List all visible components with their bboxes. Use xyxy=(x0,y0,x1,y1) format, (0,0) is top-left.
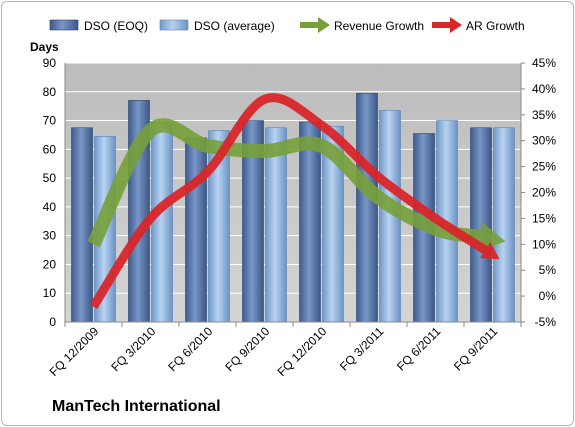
legend-label: Revenue Growth xyxy=(334,19,424,33)
legend-swatch xyxy=(159,19,189,31)
x-tick-label: FQ 3/2010 xyxy=(108,324,158,374)
legend-swatch xyxy=(49,19,79,31)
line-revenue-growth xyxy=(87,118,481,248)
y2-tick-label: 45% xyxy=(532,56,556,70)
bar xyxy=(356,92,378,323)
y2-tick-label: 10% xyxy=(532,237,556,251)
legend-label: DSO (average) xyxy=(194,19,275,33)
y2-tick-label: 40% xyxy=(532,82,556,96)
x-tick-label: FQ 6/2010 xyxy=(165,324,215,374)
legend-arrowhead xyxy=(450,17,462,33)
y2-tick-label: 0% xyxy=(539,289,557,303)
bar xyxy=(299,121,321,323)
x-tick-label: FQ 12/2009 xyxy=(47,324,102,379)
x-tick-label: FQ 9/2011 xyxy=(451,324,501,374)
legend-label: AR Growth xyxy=(466,19,525,33)
y-tick-label: 90 xyxy=(43,56,57,70)
y-tick-label: 80 xyxy=(43,85,57,99)
x-tick-label: FQ 6/2011 xyxy=(394,324,444,374)
line-ar-growth xyxy=(89,93,488,309)
y2-tick-label: 5% xyxy=(539,263,557,277)
bar xyxy=(71,127,93,323)
x-tick-label: FQ 12/2010 xyxy=(275,324,330,379)
y2-tick-label: 15% xyxy=(532,211,556,225)
y-tick-label: 10 xyxy=(43,286,57,300)
company-name: ManTech International xyxy=(52,398,221,415)
y-axis-title: Days xyxy=(30,40,59,54)
y2-tick-label: 35% xyxy=(532,108,556,122)
x-tick-label: FQ 3/2011 xyxy=(337,324,387,374)
y2-tick-label: 25% xyxy=(532,160,556,174)
bar xyxy=(151,123,173,323)
bar xyxy=(493,127,515,323)
y-tick-label: 40 xyxy=(43,200,57,214)
legend-label: DSO (EOQ) xyxy=(84,19,148,33)
bar xyxy=(185,137,207,323)
y-tick-label: 20 xyxy=(43,257,57,271)
y2-tick-label: 20% xyxy=(532,186,556,200)
legend-arrowhead xyxy=(318,17,330,33)
y-tick-label: 0 xyxy=(49,315,56,329)
x-tick-label: FQ 9/2010 xyxy=(222,324,272,374)
y2-tick-label: -5% xyxy=(535,315,557,329)
arrowhead xyxy=(480,242,500,260)
y-tick-label: 70 xyxy=(43,114,57,128)
y-tick-label: 30 xyxy=(43,229,57,243)
bar xyxy=(470,127,492,323)
growth-lines xyxy=(87,93,506,309)
y2-tick-label: 30% xyxy=(532,134,556,148)
y-tick-label: 50 xyxy=(43,171,57,185)
y-tick-label: 60 xyxy=(43,142,57,156)
legend: DSO (EOQ) DSO (average) Revenue Growth AR G… xyxy=(49,17,525,33)
